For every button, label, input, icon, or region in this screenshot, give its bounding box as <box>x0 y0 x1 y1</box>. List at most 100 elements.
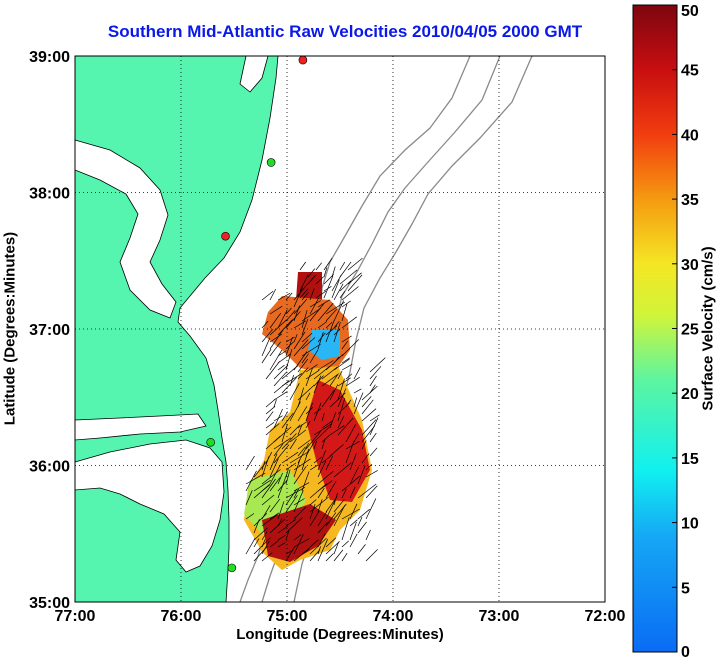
velocity-vector <box>309 464 319 471</box>
y-tick-label: 39:00 <box>29 49 70 66</box>
colorbar-tick-label: 0 <box>681 644 690 659</box>
velocity-vector <box>329 384 339 401</box>
velocity-vector <box>309 288 315 301</box>
velocity-vector <box>277 475 287 499</box>
velocity-vector <box>301 308 321 322</box>
velocity-vector <box>339 280 352 292</box>
velocity-vector <box>349 533 358 548</box>
y-tick-label: 35:00 <box>29 595 70 612</box>
velocity-vector <box>301 318 309 336</box>
velocity-vector <box>289 401 301 422</box>
velocity-vector <box>305 420 311 429</box>
x-tick-label: 74:00 <box>373 608 414 625</box>
velocity-vector <box>261 552 273 562</box>
velocity-vector <box>293 298 308 315</box>
velocity-vector <box>285 469 291 485</box>
chesapeake-bay <box>74 139 177 319</box>
velocity-vector <box>317 539 328 562</box>
velocity-vector <box>369 447 378 457</box>
velocity-vector <box>321 413 325 422</box>
velocity-vector <box>297 446 306 457</box>
velocity-vector <box>245 472 266 485</box>
pamlico-sound <box>74 439 225 573</box>
velocity-vector <box>301 448 310 471</box>
velocity-vector <box>307 268 316 278</box>
velocity-vector <box>253 519 260 534</box>
station-outer-banks <box>206 437 215 447</box>
velocity-vector <box>341 517 350 541</box>
velocity-vector <box>285 349 293 371</box>
velocity-vector <box>269 329 284 350</box>
velocity-vector <box>357 516 363 527</box>
velocity-vector <box>337 388 347 408</box>
velocity-vector <box>333 499 345 513</box>
y-tick-labels: 39:00 38:00 37:00 36:00 35:00 <box>29 49 70 612</box>
radar-stations <box>206 55 308 573</box>
velocity-vector <box>333 358 350 371</box>
velocity-vector <box>339 261 346 271</box>
velocity-vector <box>261 540 270 555</box>
velocity-vector <box>309 499 317 506</box>
velocity-vector <box>349 453 357 471</box>
velocity-vector <box>339 290 346 299</box>
velocity-vector <box>313 402 322 422</box>
velocity-vector <box>269 498 281 513</box>
velocity-vector <box>325 320 335 343</box>
velocity-vector <box>273 408 283 429</box>
velocity-vector <box>341 335 352 343</box>
station-hatteras <box>227 563 237 573</box>
velocity-vector <box>317 321 328 329</box>
velocity-vector <box>253 527 268 541</box>
velocity-vector <box>333 283 344 301</box>
velocity-vector <box>317 360 334 371</box>
velocity-vector <box>369 357 386 373</box>
velocity-vector <box>285 469 289 478</box>
velocity-vector <box>273 437 292 450</box>
velocity-vector <box>277 525 289 534</box>
velocity-vector <box>261 456 270 478</box>
colorbar-tick-label: 15 <box>681 451 699 468</box>
y-axis-label: Latitude (Degrees:Minutes) <box>1 231 19 426</box>
velocity-vector <box>365 529 371 541</box>
velocity-vector <box>281 377 297 394</box>
velocity-vector <box>281 451 299 464</box>
velocity-vector <box>277 350 287 357</box>
velocity-vector <box>325 537 337 548</box>
velocity-vector <box>269 312 282 329</box>
velocity-vector <box>317 302 334 322</box>
velocity-vector <box>277 472 283 485</box>
velocity-vector <box>333 322 341 343</box>
velocity-vector <box>305 392 311 401</box>
velocity-vector <box>361 440 367 450</box>
velocity-vector <box>353 388 362 394</box>
velocity-vector <box>261 348 272 364</box>
velocity-vector <box>261 469 281 485</box>
velocity-vector <box>293 506 307 520</box>
x-tick-label: 73:00 <box>479 608 520 625</box>
velocity-vector <box>345 373 353 380</box>
velocity-vector <box>299 261 306 271</box>
velocity-vector <box>365 549 378 562</box>
velocity-vector <box>369 366 382 380</box>
velocity-vector <box>339 269 358 285</box>
velocity-vector <box>253 537 271 555</box>
velocity-vector <box>309 503 316 520</box>
colorbar-tick-label: 40 <box>681 127 699 144</box>
velocity-vector <box>277 501 285 520</box>
velocity-vector <box>285 462 297 471</box>
velocity-vector <box>361 453 370 464</box>
velocity-vector <box>339 261 352 278</box>
velocity-vectors <box>245 257 386 562</box>
velocity-vector <box>293 459 301 478</box>
velocity-vector <box>329 425 345 436</box>
velocity-region-southcore <box>262 504 336 562</box>
velocity-vector <box>329 412 337 429</box>
grid-lines <box>75 56 605 602</box>
velocity-vector <box>293 538 310 548</box>
velocity-vector <box>345 440 355 464</box>
velocity-vector <box>357 465 366 485</box>
x-tick-labels: 77:00 76:00 75:00 74:00 73:00 72:00 <box>55 608 626 625</box>
velocity-vector <box>289 383 300 401</box>
velocity-vector <box>269 305 283 315</box>
velocity-vector <box>361 408 377 422</box>
